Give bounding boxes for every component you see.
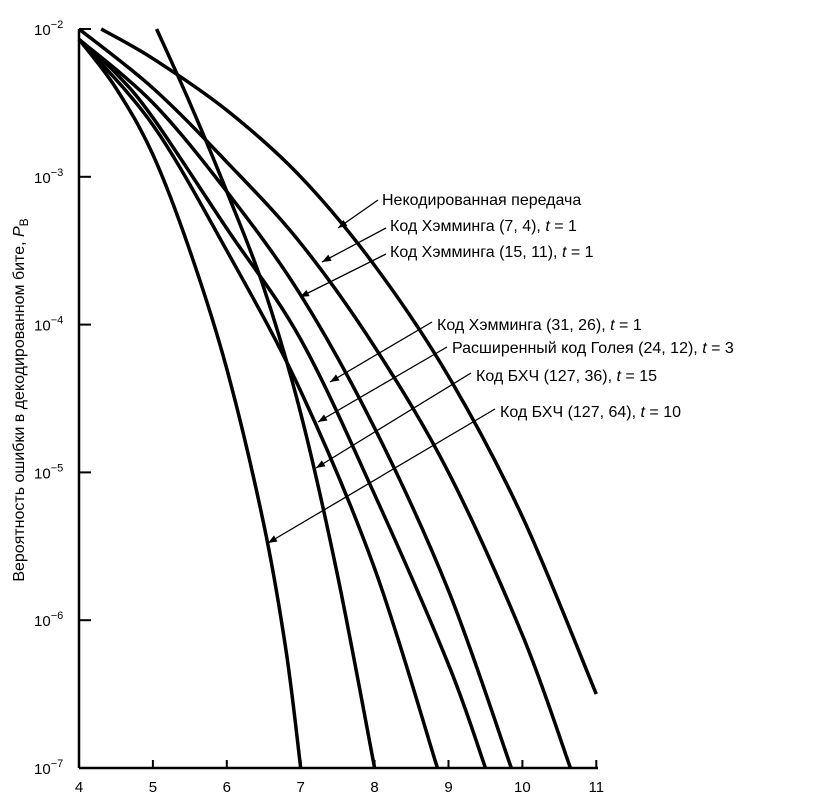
y-tick-label: 10−4 (34, 315, 63, 335)
series-label: Код БХЧ (127, 36), t = 15 (476, 368, 657, 385)
curves (77, 27, 598, 769)
series-label: Расширенный код Голея (24, 12), t = 3 (452, 340, 734, 357)
x-tick-label: 6 (223, 779, 231, 796)
x-tick-label: 4 (75, 779, 83, 796)
y-tick-label: 10−5 (34, 462, 63, 482)
series-labels: Некодированная передача Код Хэмминга (7, … (382, 192, 734, 421)
arrowhead-icon (322, 254, 332, 262)
series-label: Код Хэмминга (7, 4), t = 1 (390, 218, 577, 235)
series-line-5 (154, 28, 377, 769)
y-axis-label-p: P (11, 226, 28, 237)
leader-line (299, 253, 387, 298)
y-tick-label: 10−2 (34, 19, 63, 39)
series-line-6 (77, 38, 303, 769)
arrowhead-icon (300, 289, 310, 297)
series-line-3 (77, 38, 488, 769)
leader-line (267, 408, 496, 544)
x-tick-label: 9 (444, 779, 452, 796)
axes: 4 5 6 7 8 9 10 11 10−2 10−3 10−4 10−5 10−6 10−7 (34, 19, 604, 796)
leader-line (315, 372, 472, 469)
y-tick-label: 10−3 (34, 167, 63, 187)
series-label: Код БХЧ (127, 64), t = 10 (500, 404, 681, 421)
x-tick-label: 10 (514, 779, 531, 796)
series-label: Код Хэмминга (31, 26), t = 1 (437, 317, 642, 334)
y-tick-label: 10−7 (34, 758, 63, 778)
arrowhead-icon (330, 374, 340, 382)
y-axis-label: Вероятность ошибки в декодированном бите… (11, 218, 31, 581)
x-tick-label: 11 (589, 779, 605, 796)
series-line-0 (100, 27, 598, 695)
x-tick-label: 5 (149, 779, 157, 796)
leader-line (317, 346, 448, 423)
series-line-4 (77, 38, 440, 769)
leader-line (321, 227, 387, 263)
arrowhead-icon (316, 460, 326, 468)
x-tick-label: 8 (370, 779, 378, 796)
y-axis-label-subscript: B (17, 218, 31, 226)
arrowhead-icon (338, 219, 348, 228)
series-label: Код Хэмминга (15, 11), t = 1 (390, 244, 594, 261)
arrowhead-icon (268, 535, 278, 543)
series-line-2 (77, 38, 513, 769)
series-line-1 (77, 27, 573, 769)
y-tick-label: 10−6 (34, 610, 63, 630)
leader-lines (267, 199, 496, 544)
series-label: Некодированная передача (382, 192, 581, 209)
arrowhead-icon (318, 414, 328, 422)
leader-line (329, 321, 433, 383)
x-tick-label: 7 (297, 779, 305, 796)
